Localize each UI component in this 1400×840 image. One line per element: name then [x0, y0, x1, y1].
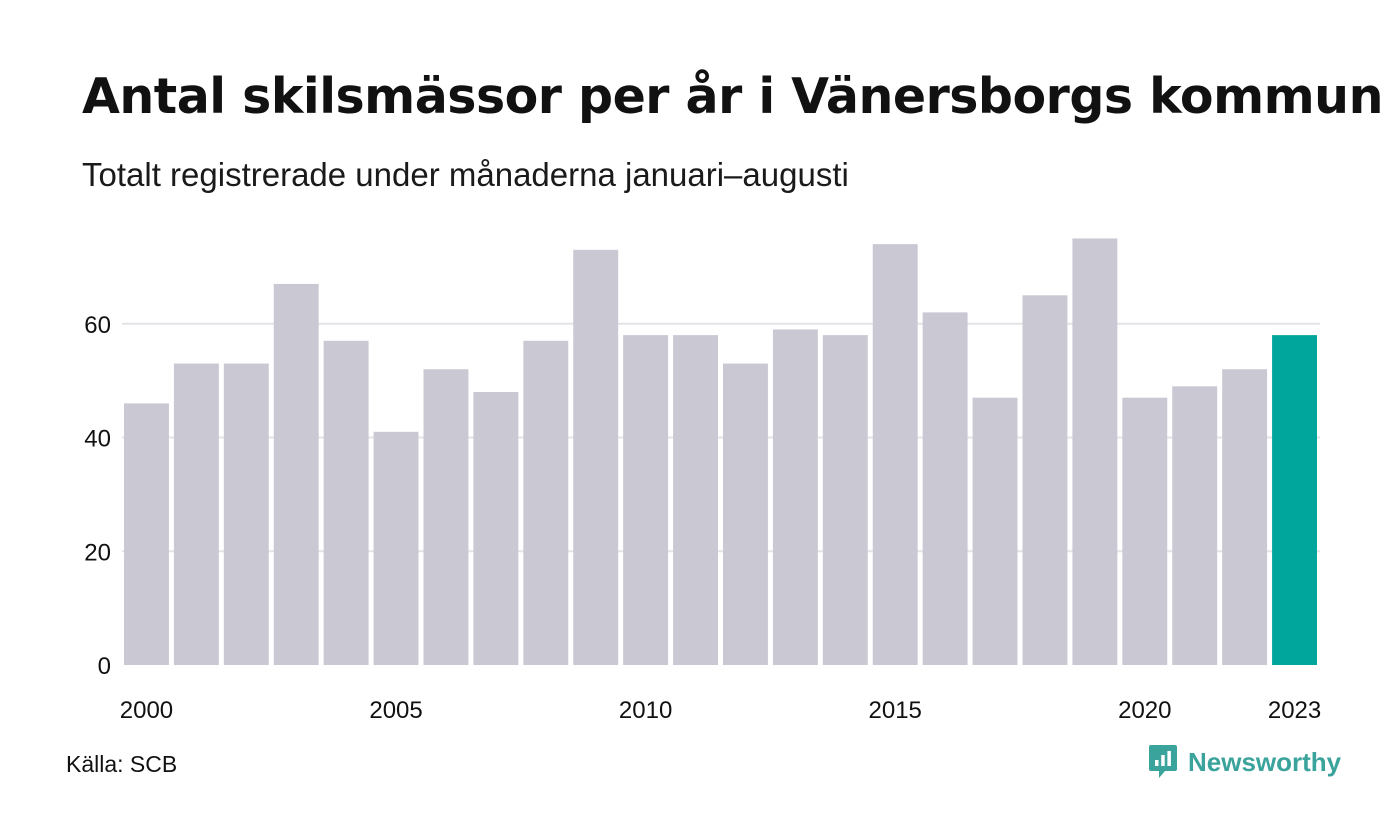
bar-2017[interactable]: [972, 397, 1018, 665]
bar-2007[interactable]: [473, 392, 519, 665]
bar-2011[interactable]: [673, 335, 718, 665]
x-tick-label: 2000: [120, 697, 173, 724]
newsworthy-logo-icon: [1149, 745, 1177, 778]
chart-subtitle: Totalt registrerade under månaderna janu…: [82, 156, 849, 193]
bar-2018[interactable]: [1022, 295, 1068, 665]
brand-name: Newsworthy: [1188, 746, 1342, 777]
y-tick-label: 0: [98, 653, 111, 680]
bar-2002[interactable]: [223, 363, 269, 665]
y-tick-label: 40: [84, 426, 111, 453]
bar-2021[interactable]: [1172, 386, 1218, 665]
x-tick-label: 2005: [369, 697, 422, 724]
grid-lines: [122, 322, 1320, 553]
bar-2019[interactable]: [1072, 238, 1118, 665]
bar-2010[interactable]: [623, 335, 669, 665]
bar-2000[interactable]: [124, 403, 169, 665]
bars: [124, 238, 1317, 665]
bar-2015[interactable]: [872, 244, 918, 665]
bar-2022[interactable]: [1222, 369, 1268, 665]
y-axis-ticks: 0 20 40 60: [84, 312, 111, 680]
x-axis-ticks: 2000 2005 2010 2015 2020 2023: [120, 697, 1321, 724]
bar-2004[interactable]: [323, 340, 369, 665]
bar-2009[interactable]: [573, 249, 619, 665]
x-tick-label: 2020: [1118, 697, 1171, 724]
bar-2006[interactable]: [423, 369, 469, 665]
source-note: Källa: SCB: [66, 751, 178, 777]
y-tick-label: 60: [84, 312, 111, 339]
bar-2005[interactable]: [373, 431, 419, 665]
bar-2012[interactable]: [723, 363, 768, 665]
x-tick-label: 2015: [869, 697, 922, 724]
brand-logo[interactable]: Newsworthy: [1148, 744, 1341, 780]
bar-2001[interactable]: [173, 363, 219, 665]
y-tick-label: 20: [84, 539, 111, 566]
bar-2003[interactable]: [273, 283, 319, 665]
x-tick-label: 2023: [1268, 697, 1321, 724]
x-tick-label: 2010: [619, 697, 672, 724]
bar-2014[interactable]: [822, 335, 868, 665]
bar-chart: 0 20 40 60 2000 2005 2010 2015 2020 2023: [84, 238, 1321, 724]
chart-title: Antal skilsmässor per år i Vänersborgs k…: [82, 68, 1383, 125]
bar-2008[interactable]: [523, 340, 569, 665]
bar-2013[interactable]: [772, 329, 818, 665]
bar-2020[interactable]: [1122, 397, 1168, 665]
bar-2023[interactable]: [1272, 335, 1317, 665]
bar-2016[interactable]: [922, 312, 968, 665]
